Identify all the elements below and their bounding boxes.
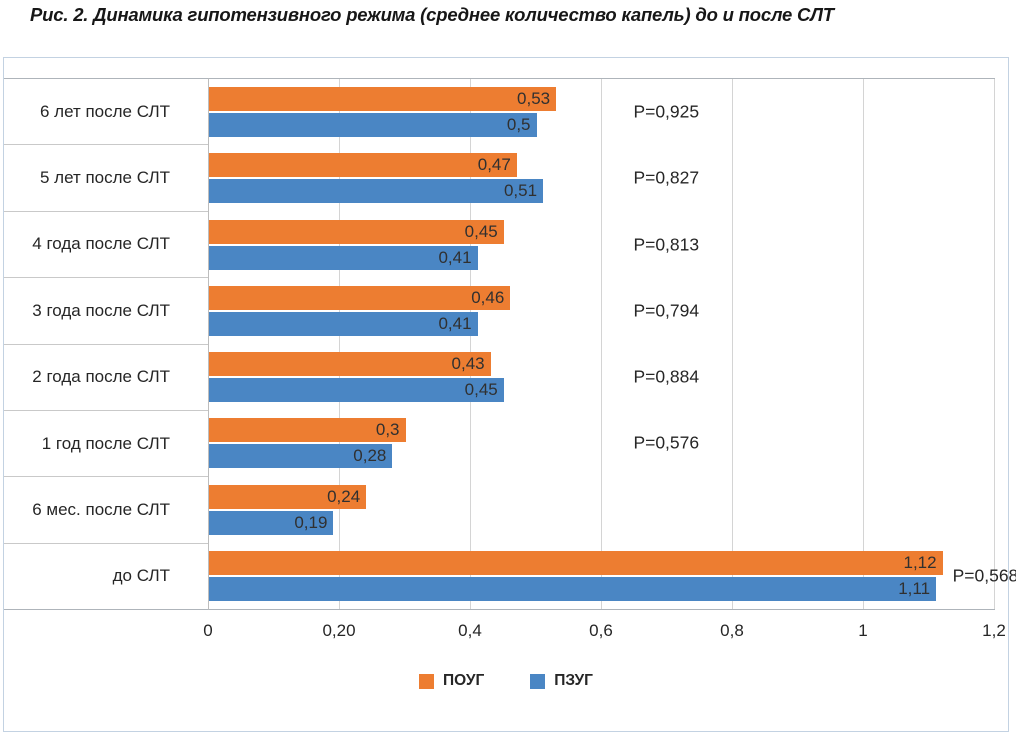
- p-value-label: P=0,925: [633, 101, 700, 122]
- bar-pzug: 0,41: [209, 245, 478, 270]
- bar-value-label: 0,53: [517, 89, 551, 108]
- bar-row: 0,47 0,51 P=0,827: [209, 145, 995, 211]
- bar-value-label: 0,51: [503, 181, 538, 201]
- bar-value-label: 0,46: [471, 287, 505, 307]
- bar-poug: 0,24: [209, 484, 367, 509]
- bar-pzug: 0,51: [209, 179, 544, 204]
- category-label: 3 года после СЛТ: [4, 278, 208, 345]
- figure-title: Рис. 2. Динамика гипотензивного режима (…: [30, 4, 834, 25]
- p-value-label: P=0,576: [633, 432, 700, 453]
- p-value-label: P=0,794: [633, 300, 700, 321]
- x-tick-label: 0,8: [720, 621, 744, 640]
- bar-value-label: 0,3: [375, 420, 400, 440]
- bar-row: 1,12 1,11 P=0,568: [209, 543, 1016, 609]
- category-label: 1 год после СЛТ: [4, 411, 208, 478]
- gridline: [469, 79, 471, 609]
- gridline: [601, 79, 602, 609]
- x-tick-label: 0,6: [589, 621, 613, 640]
- bar-value-label: 0,41: [438, 313, 472, 333]
- legend-label: ПЗУГ: [554, 672, 593, 689]
- x-axis: 0 0,20 0,4 0,6 0,8 1 1,2: [203, 621, 1006, 645]
- gridline: [338, 79, 340, 609]
- p-value-label: P=0,813: [633, 234, 700, 255]
- bar-value-label: 0,45: [464, 221, 498, 241]
- x-tick-label: 1,2: [982, 621, 1006, 640]
- x-tick-label: 1: [858, 621, 868, 640]
- p-value-label: P=0,884: [633, 366, 700, 387]
- bar-row: 0,53 0,5 P=0,925: [209, 79, 995, 145]
- category-label: 5 лет после СЛТ: [4, 145, 208, 212]
- bar-value-label: 0,5: [506, 115, 531, 134]
- x-tick-label: 0,4: [458, 621, 482, 640]
- bar-poug: 0,47: [209, 153, 517, 178]
- bar-poug: 0,43: [209, 352, 491, 376]
- x-tick-label: 0: [203, 621, 213, 640]
- bar-poug: 0,3: [209, 418, 406, 443]
- bar-poug: 0,45: [209, 219, 504, 244]
- legend-label: ПОУГ: [443, 672, 485, 689]
- bar-row: 0,46 0,41 P=0,794: [209, 278, 995, 344]
- legend-swatch-icon: [530, 673, 546, 689]
- plot-area: 0,53 0,5 P=0,925 0,47 0,51 P=0,827 0,45 0,41 P=0…: [208, 78, 1016, 610]
- legend: ПОУГ ПЗУГ: [4, 670, 1008, 692]
- legend-item: ПОУГ: [419, 672, 484, 690]
- gridline: [863, 79, 864, 609]
- x-tick-label: 0,20: [322, 621, 356, 640]
- category-axis: 6 лет после СЛТ 5 лет после СЛТ 4 года пос…: [4, 78, 208, 610]
- chart-frame: 6 лет после СЛТ 5 лет после СЛТ 4 года пос…: [3, 57, 1016, 732]
- bar-pzug: 1,11: [209, 576, 937, 601]
- bar-poug: 0,46: [209, 285, 511, 310]
- bar-row: 0,24 0,19: [209, 477, 995, 543]
- bar-value-label: 0,19: [294, 512, 328, 532]
- bar-value-label: 0,43: [451, 354, 485, 373]
- bar-value-label: 1,11: [898, 578, 931, 598]
- category-label: 6 мес. после СЛТ: [4, 477, 208, 544]
- category-label: 4 года после СЛТ: [4, 212, 208, 279]
- bar-pzug: 0,5: [209, 113, 537, 137]
- bar-poug: 1,12: [209, 550, 943, 575]
- p-value-label: P=0,568: [952, 565, 1016, 586]
- bar-poug: 0,53: [209, 87, 557, 111]
- bar-row: 0,3 0,28 P=0,576: [209, 410, 995, 476]
- bar-pzug: 0,45: [209, 378, 504, 402]
- bar-pzug: 0,19: [209, 510, 334, 535]
- bar-row: 0,43 0,45 P=0,884: [209, 344, 995, 410]
- p-value-label: P=0,827: [633, 167, 700, 188]
- category-label: до СЛТ: [112, 566, 170, 586]
- bar-row: 0,45 0,41 P=0,813: [209, 212, 995, 278]
- bar-value-label: 0,41: [438, 247, 472, 267]
- bar-value-label: 1,12: [903, 552, 937, 572]
- legend-item: ПЗУГ: [530, 672, 593, 690]
- gridline: [994, 79, 995, 609]
- bar-value-label: 0,24: [327, 486, 361, 506]
- gridline: [731, 79, 733, 609]
- legend-swatch-icon: [419, 673, 435, 689]
- category-label: 6 лет после СЛТ: [4, 79, 208, 146]
- bar-pzug: 0,28: [209, 444, 393, 469]
- bar-value-label: 0,45: [464, 380, 498, 399]
- bar-value-label: 0,28: [353, 446, 387, 466]
- bar-pzug: 0,41: [209, 311, 478, 336]
- bar-value-label: 0,47: [477, 155, 511, 175]
- category-label: 2 года после СЛТ: [4, 345, 208, 411]
